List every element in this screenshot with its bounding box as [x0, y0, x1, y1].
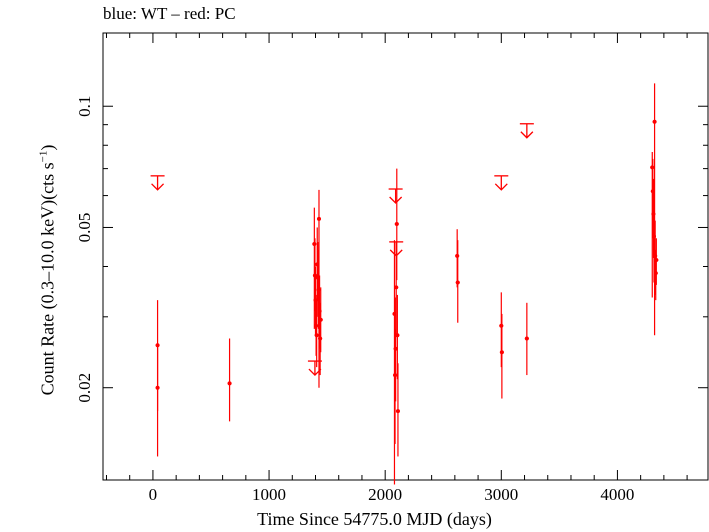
upper-limit-head — [308, 368, 322, 376]
data-point — [316, 216, 321, 221]
upper-limit-arrow — [389, 241, 404, 257]
data-layer — [150, 83, 659, 485]
data-point — [652, 119, 657, 124]
y-tick-label: 0.02 — [75, 373, 94, 403]
data-point — [314, 333, 319, 338]
data-point — [499, 350, 504, 355]
upper-limit-head — [494, 183, 508, 191]
axes: 0 1000 2000 3000 4000 0.02 0.05 0.1 — [75, 32, 709, 504]
chart-title: blue: WT – red: PC — [103, 4, 236, 23]
y-axis-label: Count Rate (0.3–10.0 keV)(cts s−1) — [38, 145, 59, 396]
data-point — [393, 346, 398, 351]
data-point — [394, 285, 399, 290]
data-point — [524, 336, 529, 341]
upper-limit-arrow — [494, 175, 509, 191]
x-tick-label: 1000 — [252, 485, 286, 504]
data-point — [227, 381, 232, 386]
upper-limit-head — [389, 249, 403, 257]
y-axis-label-sup: −1 — [37, 150, 50, 163]
upper-limit-arrow — [388, 188, 403, 204]
y-axis-label-main: Count Rate (0.3–10.0 keV)(cts s — [37, 162, 58, 396]
data-point — [395, 333, 400, 338]
x-tick-label: 4000 — [600, 485, 634, 504]
x-tick-label: 0 — [149, 485, 158, 504]
upper-limit-arrow — [150, 175, 165, 191]
data-point — [654, 258, 659, 263]
upper-limit-head — [389, 196, 403, 204]
data-point — [318, 317, 323, 322]
upper-limit-head — [151, 183, 165, 191]
x-tick-label: 3000 — [484, 485, 518, 504]
data-point — [394, 221, 399, 226]
y-tick-label: 0.1 — [75, 96, 94, 117]
x-axis-label: Time Since 54775.0 MJD (days) — [257, 509, 492, 529]
upper-limit-head — [520, 131, 534, 139]
upper-limit-arrow — [519, 123, 534, 139]
data-point — [455, 280, 460, 285]
plot-frame — [102, 32, 709, 481]
y-tick-label: 0.05 — [75, 213, 94, 243]
y-axis-label-end: ) — [37, 144, 58, 151]
upper-limit-arrow — [307, 360, 322, 376]
data-point — [155, 385, 160, 390]
data-point — [395, 409, 400, 414]
x-tick-label: 2000 — [368, 485, 402, 504]
